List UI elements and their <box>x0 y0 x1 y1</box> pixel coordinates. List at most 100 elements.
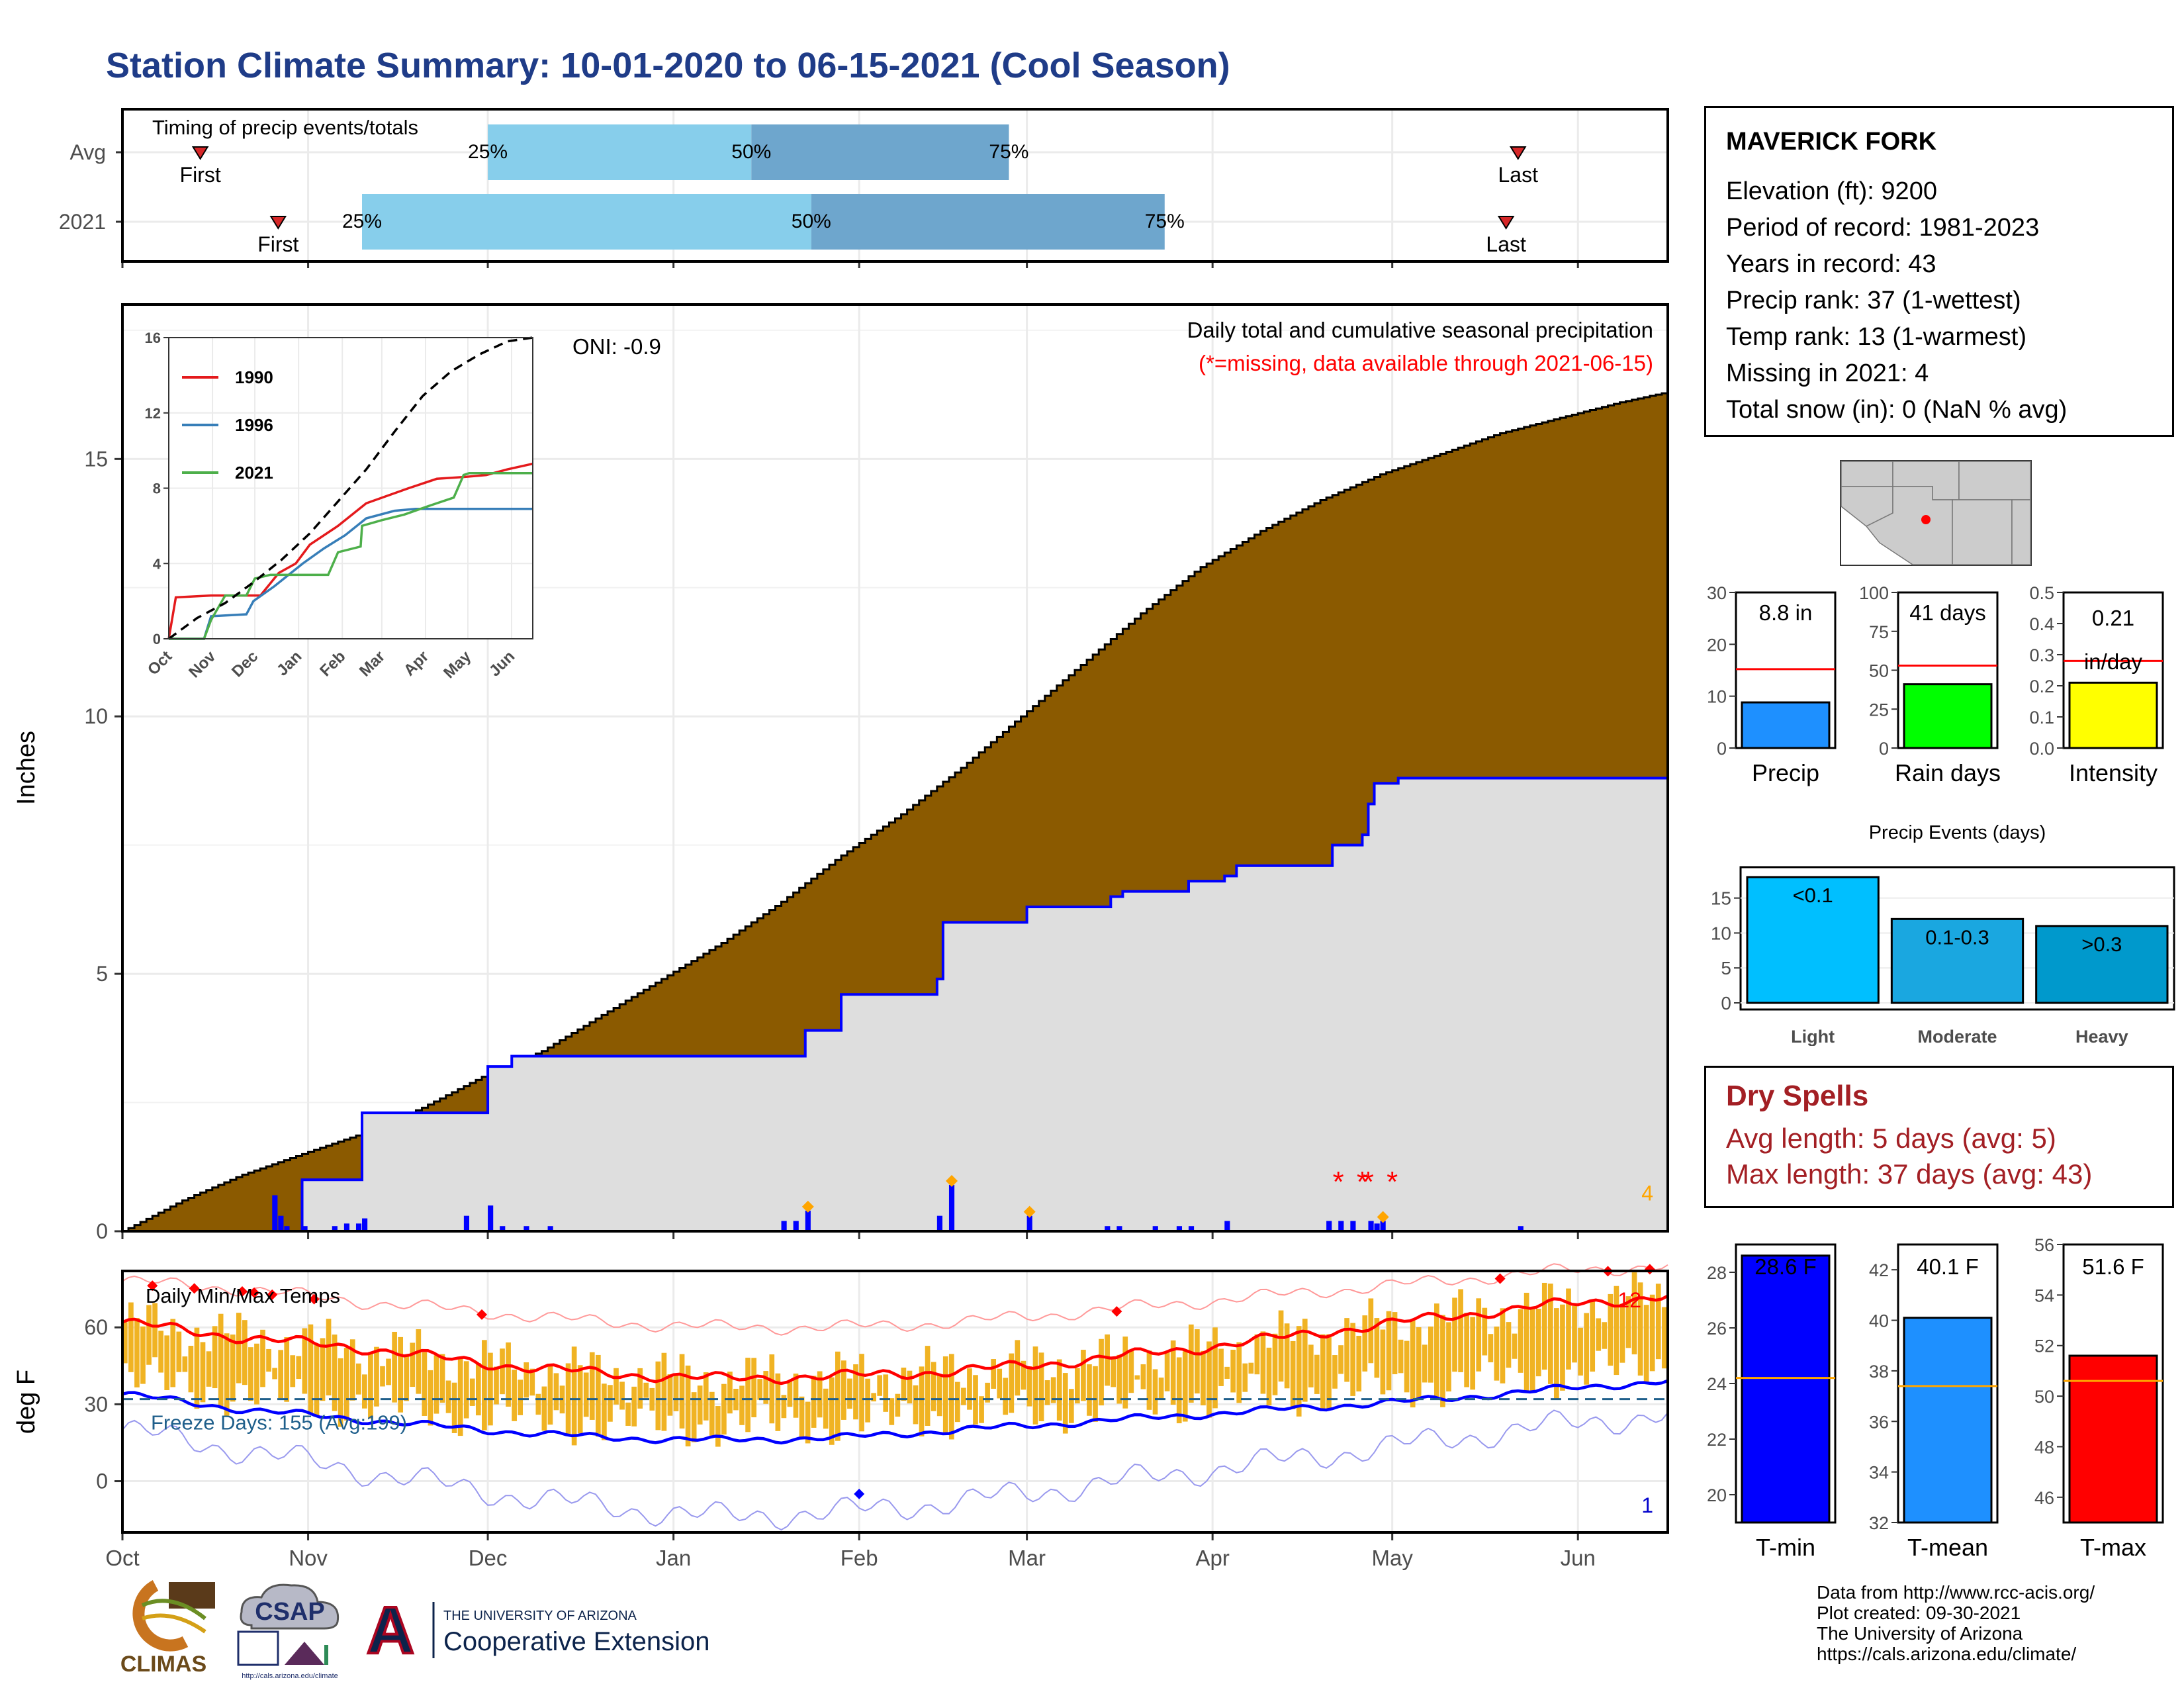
precip-event-bar <box>1890 917 2025 1004</box>
daily-temp-range-bar <box>266 1348 271 1372</box>
daily-temp-range-bar <box>985 1382 990 1403</box>
daily-temp-range-bar <box>967 1368 972 1410</box>
station-missing: Missing in 2021: 4 <box>1726 359 1929 387</box>
daily-temp-range-bar <box>1404 1340 1410 1393</box>
daily-temp-range-bar <box>230 1335 236 1402</box>
daily-temp-range-bar <box>1529 1309 1535 1393</box>
daily-temp-range-bar <box>697 1385 703 1425</box>
t_min-y-tick-label: 26 <box>1707 1319 1727 1338</box>
daily-temp-range-bar <box>428 1370 433 1426</box>
freeze-days-label: Freeze Days: 155 (Avg:199) <box>151 1411 407 1434</box>
daily-precip-bar <box>781 1221 787 1231</box>
t_min-bar <box>1741 1254 1831 1524</box>
t_min-y-tick-label: 28 <box>1707 1263 1727 1283</box>
daily-temp-range-bar <box>134 1318 140 1387</box>
ua-logo-line2: Cooperative Extension <box>443 1627 709 1656</box>
precip-events-y-tick-label: 10 <box>1711 923 1731 943</box>
daily-temp-range-bar <box>1488 1334 1494 1362</box>
daily-temp-range-bar <box>865 1378 870 1423</box>
daily-precip-bar <box>948 1185 955 1231</box>
station-name: MAVERICK FORK <box>1726 128 1937 156</box>
daily-temp-range-bar <box>757 1379 763 1400</box>
daily-temp-range-bar <box>1500 1308 1506 1383</box>
daily-temp-range-bar <box>1332 1355 1338 1389</box>
daily-temp-range-bar <box>1140 1364 1146 1389</box>
timing-p25-label: 25% <box>468 141 508 163</box>
daily-temp-range-bar <box>1260 1331 1266 1394</box>
temp-x-tick-label: Jan <box>656 1546 691 1570</box>
daily-temp-range-bar <box>1308 1344 1314 1387</box>
daily-temp-range-bar <box>703 1372 709 1421</box>
daily-temp-range-bar <box>1206 1341 1212 1418</box>
daily-precip-bar <box>488 1205 494 1231</box>
daily-temp-range-bar <box>338 1358 343 1427</box>
daily-temp-range-bar <box>1524 1292 1529 1393</box>
t_min-y-tick-label: 20 <box>1707 1485 1727 1505</box>
daily-precip-bar <box>1350 1221 1356 1231</box>
daily-precip-bar <box>343 1223 350 1231</box>
daily-temp-range-bar <box>955 1382 960 1423</box>
daily-temp-range-bar <box>362 1374 367 1409</box>
missing-data-marker: * <box>1363 1166 1374 1198</box>
daily-temp-range-bar <box>595 1354 601 1437</box>
daily-temp-range-bar <box>602 1383 607 1440</box>
daily-temp-range-bar <box>739 1385 745 1425</box>
precip-events-chart: Precip Events (days) 0 5 10 15 <0.1 Light 0.1-0… <box>1711 822 2175 1046</box>
dry-spells-title: Dry Spells <box>1726 1080 1869 1112</box>
t_max-y-tick-label: 56 <box>2034 1235 2054 1255</box>
daily-precip-bar <box>523 1226 529 1231</box>
daily-temp-range-bar <box>871 1393 876 1402</box>
daily-temp-range-bar <box>506 1342 511 1407</box>
rain_days-y-tick-label: 100 <box>1859 583 1889 603</box>
daily-temp-range-bar <box>1320 1334 1326 1411</box>
t_max-y-tick-label: 54 <box>2034 1286 2054 1305</box>
daily-temp-range-bar <box>1266 1347 1272 1406</box>
daily-temp-range-bar <box>883 1374 889 1412</box>
station-precip-rank: Precip rank: 37 (1-wettest) <box>1726 287 2021 314</box>
intensity-value-label: 0.21 <box>2092 606 2134 630</box>
daily-temp-range-bar <box>991 1359 996 1389</box>
csap-logo-text: CSAP <box>255 1598 325 1626</box>
daily-temp-range-bar <box>583 1372 589 1417</box>
t_mean-y-tick-label: 36 <box>1869 1412 1889 1432</box>
daily-temp-range-bar <box>1661 1307 1667 1369</box>
temp-x-tick-label: May <box>1372 1546 1414 1570</box>
record-high-marker <box>308 1293 320 1305</box>
inset-y-tick-label: 4 <box>153 555 161 572</box>
intensity-y-tick-label: 0.1 <box>2029 708 2054 727</box>
daily-temp-range-bar <box>841 1360 846 1420</box>
daily-temp-range-bar <box>349 1339 355 1401</box>
timing-p75-label: 75% <box>1145 211 1185 232</box>
daily-temp-range-bar <box>386 1358 391 1385</box>
daily-precip-bar <box>1224 1221 1230 1231</box>
daily-temp-range-bar <box>931 1362 936 1411</box>
climas-logo-text: CLIMAS <box>120 1652 206 1677</box>
temp-x-tick-label: Jun <box>1561 1546 1596 1570</box>
daily-precip-bar <box>1188 1226 1195 1231</box>
dry-spells-max: Max length: 37 days (avg: 43) <box>1726 1158 2093 1190</box>
daily-temp-range-bar <box>1212 1327 1218 1409</box>
daily-temp-range-bar <box>194 1327 200 1409</box>
daily-temp-range-bar <box>529 1368 535 1396</box>
daily-temp-range-bar <box>1452 1297 1457 1372</box>
daily-temp-range-bar <box>877 1375 883 1396</box>
daily-temp-range-bar <box>176 1331 182 1372</box>
first-event-label: First <box>180 163 221 187</box>
inset-series-avg <box>167 336 533 640</box>
inset-legend-label: 1996 <box>235 415 273 435</box>
daily-temp-range-bar <box>1290 1340 1296 1409</box>
daily-temp-range-bar <box>1176 1357 1182 1424</box>
first-event-label: First <box>257 232 298 256</box>
daily-temp-range-bar <box>182 1356 188 1372</box>
t_mean-y-tick-label: 40 <box>1869 1311 1889 1331</box>
daily-temp-range-bar <box>302 1328 308 1394</box>
daily-temp-range-bar <box>1284 1323 1290 1389</box>
daily-temp-range-bar <box>1619 1303 1625 1363</box>
intensity-y-tick-label: 0.4 <box>2029 614 2054 634</box>
footer-url: https://cals.arizona.edu/climate/ <box>1817 1644 2077 1664</box>
daily-temp-range-bar <box>685 1365 691 1447</box>
daily-temp-range-bar <box>1470 1317 1476 1390</box>
timing-p75-label: 75% <box>989 141 1028 163</box>
daily-temp-range-bar <box>1428 1326 1433 1383</box>
precip-event-category: Moderate <box>1917 1027 1997 1046</box>
